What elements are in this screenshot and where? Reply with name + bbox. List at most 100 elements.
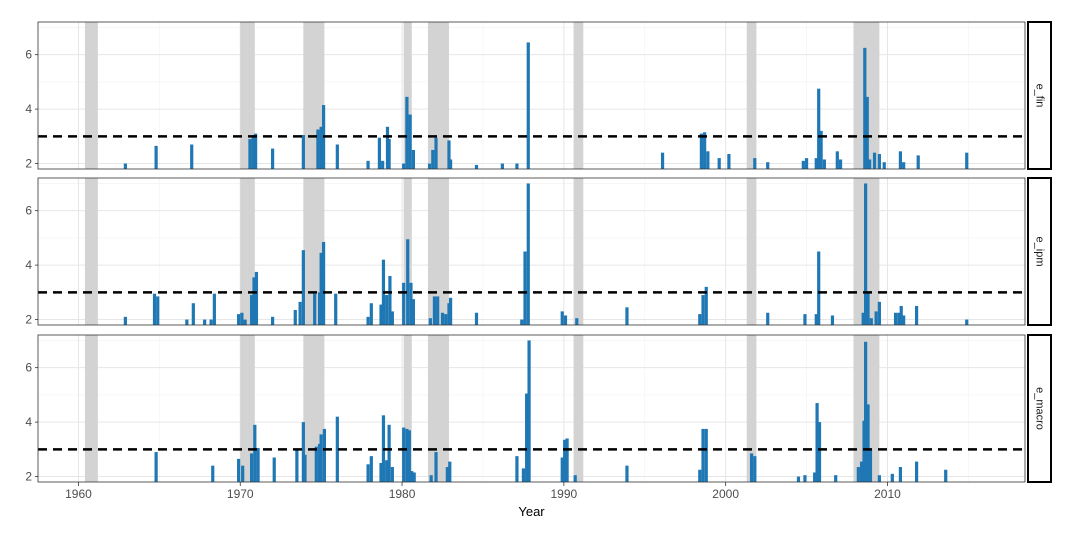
- bar: [381, 160, 385, 169]
- bar: [369, 456, 373, 482]
- bar: [701, 295, 705, 325]
- bar: [965, 152, 969, 169]
- bar: [817, 251, 821, 325]
- bar: [944, 469, 948, 482]
- bar: [379, 304, 383, 325]
- recession-band: [573, 22, 584, 169]
- bar: [500, 163, 504, 169]
- bar: [271, 316, 275, 325]
- bar: [123, 316, 127, 325]
- bar: [156, 296, 160, 325]
- bar: [432, 296, 437, 325]
- bar: [322, 428, 326, 482]
- bar: [314, 446, 318, 482]
- bar: [251, 134, 255, 169]
- bar: [817, 88, 821, 169]
- bar: [902, 315, 906, 325]
- bar: [862, 420, 866, 482]
- facet-strip-label: e_ipm: [1034, 237, 1046, 267]
- bar: [253, 424, 257, 482]
- facet-strip: [1027, 177, 1052, 326]
- bar: [874, 311, 878, 325]
- bar: [560, 311, 564, 325]
- bar: [385, 460, 389, 482]
- bar: [427, 163, 432, 169]
- bar: [444, 314, 448, 325]
- bar: [335, 144, 339, 169]
- bar: [813, 472, 817, 482]
- bar: [814, 158, 818, 169]
- bar: [366, 464, 370, 482]
- y-tick-label: 2: [25, 313, 32, 327]
- bar: [431, 149, 435, 169]
- y-tick-label: 4: [25, 102, 32, 116]
- bar: [864, 341, 868, 482]
- bar: [409, 282, 413, 325]
- bar: [154, 145, 158, 169]
- y-tick-label: 6: [25, 204, 32, 218]
- bar: [190, 144, 194, 169]
- bar: [316, 129, 320, 169]
- bar: [434, 137, 438, 169]
- bar: [211, 465, 215, 482]
- facet-strip-label: e_fin: [1034, 84, 1046, 108]
- y-tick-label: 4: [25, 258, 32, 272]
- bar: [209, 319, 213, 325]
- bar: [254, 271, 259, 325]
- bar: [203, 319, 207, 325]
- bar: [408, 114, 412, 169]
- bar: [835, 151, 839, 169]
- recession-band: [746, 22, 757, 169]
- bar: [753, 456, 757, 482]
- bar: [272, 457, 276, 482]
- bar: [301, 134, 305, 169]
- bar: [526, 42, 530, 169]
- bar: [877, 475, 881, 482]
- bar: [766, 312, 770, 325]
- bar: [407, 430, 411, 482]
- bar: [377, 137, 382, 169]
- recession-band: [403, 335, 412, 482]
- bar: [625, 465, 629, 482]
- bar: [861, 312, 865, 325]
- bar: [916, 155, 920, 169]
- y-tick-label: 4: [25, 415, 32, 429]
- bar: [313, 293, 317, 325]
- bar: [766, 162, 770, 169]
- recession-band: [240, 22, 255, 169]
- facet-strip: [1027, 21, 1052, 170]
- bar: [523, 251, 527, 325]
- bar: [563, 315, 568, 325]
- bar: [321, 241, 326, 325]
- bar: [366, 160, 370, 169]
- bar: [319, 126, 323, 169]
- bar: [241, 465, 245, 482]
- bar: [863, 47, 867, 169]
- bar: [237, 314, 241, 325]
- bar: [703, 132, 707, 169]
- bar: [243, 319, 247, 325]
- bar: [898, 467, 903, 482]
- bar: [319, 434, 323, 482]
- y-tick-label: 2: [25, 157, 32, 171]
- bar: [448, 297, 453, 325]
- recession-band: [403, 22, 412, 169]
- bar: [154, 452, 158, 482]
- bar: [256, 447, 260, 482]
- bar: [406, 239, 410, 325]
- bar: [704, 286, 708, 325]
- bar: [440, 312, 445, 325]
- bar: [212, 293, 216, 325]
- bar: [520, 319, 524, 325]
- recession-band: [84, 22, 98, 169]
- bar: [890, 473, 894, 482]
- bar: [185, 319, 189, 325]
- y-tick-label: 2: [25, 470, 32, 484]
- bar: [428, 318, 432, 325]
- bar: [434, 452, 438, 482]
- x-tick-label: 2010: [874, 487, 901, 501]
- y-tick-label: 6: [25, 361, 32, 375]
- recession-band: [746, 178, 757, 325]
- bar: [411, 299, 415, 325]
- bar: [866, 292, 870, 325]
